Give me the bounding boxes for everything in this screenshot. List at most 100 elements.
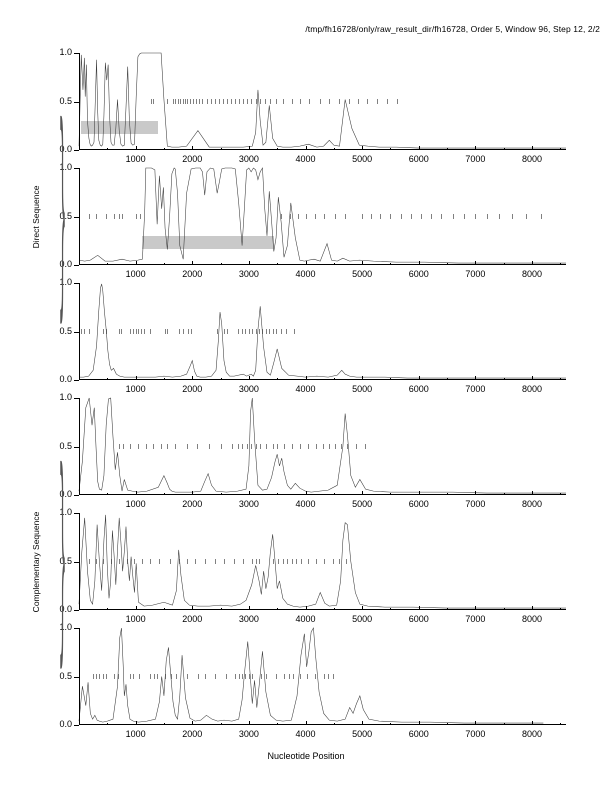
- rug-tick: [126, 559, 128, 564]
- rug-tick: [95, 559, 97, 564]
- x-tick-minor: [220, 722, 222, 725]
- rug-tick: [217, 329, 219, 334]
- rug-tick: [150, 674, 152, 679]
- x-tick-mark: [475, 376, 477, 380]
- rug-tick: [142, 559, 144, 564]
- rug-tick: [387, 99, 389, 104]
- x-axis-spine: [79, 724, 566, 725]
- x-axis-spine: [79, 494, 566, 495]
- rug-tick: [397, 99, 399, 104]
- rug-tick: [362, 214, 364, 219]
- rug-tick: [191, 329, 193, 334]
- x-tick-label: 4000: [295, 384, 316, 394]
- rug-tick: [223, 559, 225, 564]
- rug-tick: [282, 99, 284, 104]
- rug-tick: [120, 329, 122, 334]
- rug-tick: [185, 99, 187, 104]
- rug-tick: [140, 214, 142, 219]
- x-tick-minor: [163, 607, 165, 610]
- rug-tick: [277, 444, 279, 449]
- rug-tick: [248, 674, 250, 679]
- rug-tick: [242, 329, 244, 334]
- rug-tick: [272, 444, 274, 449]
- y-tick-label: 0.0: [59, 374, 72, 384]
- probability-trace: [79, 513, 566, 610]
- x-tick-minor: [390, 262, 392, 265]
- y-tick-mark: [74, 446, 79, 448]
- x-tick-mark: [475, 146, 477, 150]
- x-tick-label: 5000: [352, 269, 373, 279]
- x-tick-label: 6000: [408, 499, 429, 509]
- brace-complementary-icon: }: [60, 428, 66, 682]
- rug-tick: [364, 444, 366, 449]
- rug-tick: [260, 99, 262, 104]
- rug-tick: [315, 559, 317, 564]
- plot-panel-3: 0.0 0.5 1.0 1000 2000 3000 4000 5000 6000 7000 800…: [59, 278, 566, 394]
- x-tick-label: 1000: [125, 499, 146, 509]
- rug-tick: [314, 214, 316, 219]
- x-tick-mark: [248, 721, 250, 725]
- x-tick-label: 4000: [295, 614, 316, 624]
- rug-tick: [286, 329, 288, 334]
- rug-tick: [348, 99, 350, 104]
- y-tick-label: 1.0: [59, 277, 72, 287]
- x-tick-minor: [220, 262, 222, 265]
- y-tick-mark: [74, 380, 79, 381]
- rug-tick: [187, 329, 189, 334]
- rug-tick: [114, 214, 116, 219]
- rug-tick: [280, 329, 282, 334]
- x-tick-label: 1000: [125, 269, 146, 279]
- x-tick-mark: [135, 606, 137, 610]
- y-tick-label: 0.5: [59, 95, 72, 106]
- x-tick-label: 5000: [352, 384, 373, 394]
- rug-tick: [265, 329, 267, 334]
- y-tick-label: 1.0: [59, 162, 72, 172]
- y-tick-label: 0.5: [59, 440, 72, 451]
- rug-tick: [133, 674, 135, 679]
- rug-tick: [270, 99, 272, 104]
- y-axis-spine: [79, 168, 80, 265]
- rug-tick: [214, 674, 216, 679]
- x-tick-label: 8000: [522, 499, 543, 509]
- rug-tick: [209, 444, 211, 449]
- threshold-band: [80, 120, 159, 134]
- x-tick-mark: [475, 491, 477, 495]
- rug-tick: [214, 559, 216, 564]
- x-tick-minor: [503, 607, 505, 610]
- x-tick-mark: [418, 721, 420, 725]
- x-tick-minor: [503, 492, 505, 495]
- rug-tick: [175, 444, 177, 449]
- x-tick-minor: [163, 262, 165, 265]
- x-tick-mark: [305, 721, 307, 725]
- rug-tick: [259, 559, 261, 564]
- rug-tick: [182, 99, 184, 104]
- rug-tick: [231, 444, 233, 449]
- rug-tick: [118, 329, 120, 334]
- rug-tick: [347, 444, 349, 449]
- rug-tick: [512, 214, 514, 219]
- rug-tick: [261, 674, 263, 679]
- x-tick-label: 2000: [182, 269, 203, 279]
- x-tick-minor: [503, 262, 505, 265]
- y-tick-mark: [74, 150, 79, 151]
- rug-tick: [324, 214, 326, 219]
- x-tick-mark: [135, 146, 137, 150]
- rug-tick: [251, 444, 253, 449]
- x-tick-label: 8000: [522, 384, 543, 394]
- rug-tick: [308, 444, 310, 449]
- rug-tick: [118, 444, 120, 449]
- x-tick-mark: [135, 376, 137, 380]
- y-tick-label: 0.5: [59, 670, 72, 681]
- rug-tick: [410, 214, 412, 219]
- rug-tick: [222, 99, 224, 104]
- x-tick-mark: [248, 606, 250, 610]
- rug-tick: [259, 329, 261, 334]
- x-tick-label: 2000: [182, 729, 203, 739]
- x-tick-mark: [532, 491, 534, 495]
- y-tick-label: 0.0: [59, 489, 72, 499]
- plot-panel-2: 0.0 0.5 1.0 1000 2000 3000 4000 5000 6000 7000 800…: [59, 163, 566, 279]
- rug-tick: [226, 674, 228, 679]
- y-tick-label: 0.5: [59, 555, 72, 566]
- rug-tick: [291, 559, 293, 564]
